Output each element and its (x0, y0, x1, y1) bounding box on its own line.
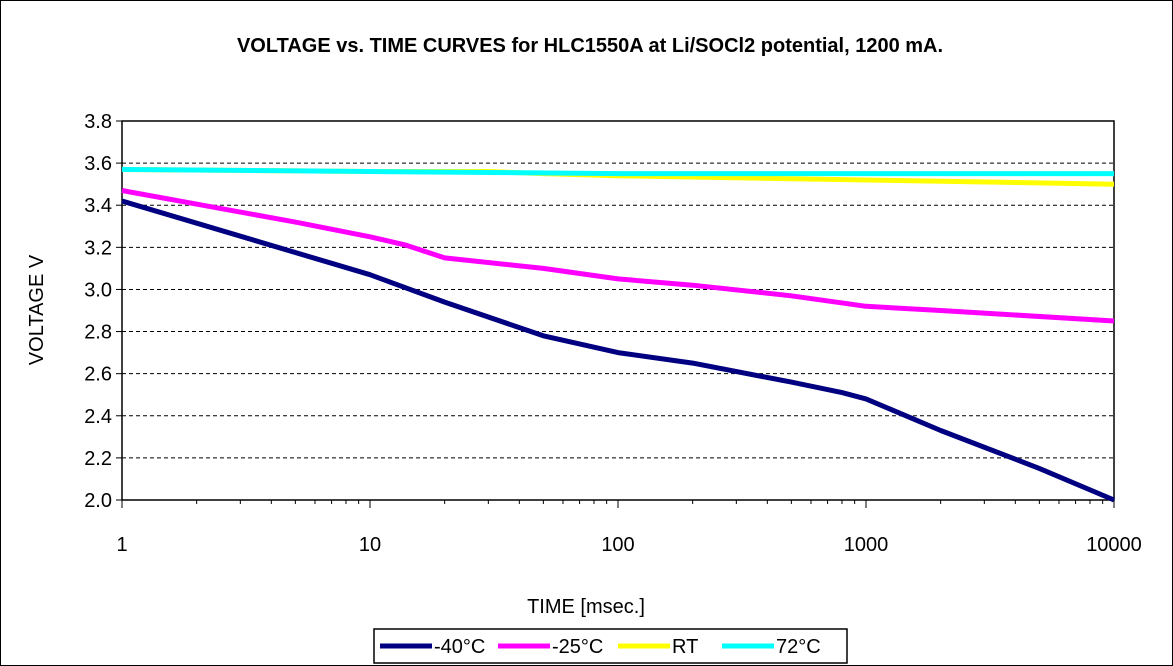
y-tick-label-5: 3.0 (84, 279, 112, 301)
x-tick-label-1: 10 (359, 534, 381, 556)
x-axis-label: TIME [msec.] (527, 596, 645, 618)
x-tick-label-3: 1000 (844, 534, 889, 556)
y-tick-label-8: 3.6 (84, 153, 112, 175)
y-tick-label-3: 2.6 (84, 364, 112, 386)
x-tick-label-2: 100 (601, 534, 634, 556)
series-line-4 (121, 166, 1114, 177)
plot-area-group: 2.0 2.2 2.4 2.6 2.8 3.0 3.2 3.4 3.6 3.8 1 10 100 1000… (84, 111, 1142, 556)
series-line-1 (121, 198, 1115, 503)
y-tick-label-0: 2.0 (84, 490, 112, 512)
legend-label-4: 72°C (776, 636, 821, 658)
chart-title: VOLTAGE vs. TIME CURVES for HLC1550A at … (237, 35, 943, 57)
x-tick-label-0: 1 (116, 534, 127, 556)
y-tick-label-4: 2.8 (84, 322, 112, 344)
y-tick-label-9: 3.8 (84, 111, 112, 133)
legend-label-3: RT (672, 636, 698, 658)
y-tick-label-2: 2.4 (84, 406, 112, 428)
y-axis-label: VOLTAGE V (26, 254, 48, 365)
legend: -40°C -25°C RT 72°C (373, 628, 848, 664)
y-tick-label-6: 3.2 (84, 237, 112, 259)
series-line-2 (121, 188, 1115, 324)
x-tick-label-4: 10000 (1086, 534, 1142, 556)
y-tick-label-1: 2.2 (84, 448, 112, 470)
legend-label-1: -40°C (434, 636, 485, 658)
legend-label-2: -25°C (552, 636, 603, 658)
y-tick-label-7: 3.4 (84, 195, 112, 217)
